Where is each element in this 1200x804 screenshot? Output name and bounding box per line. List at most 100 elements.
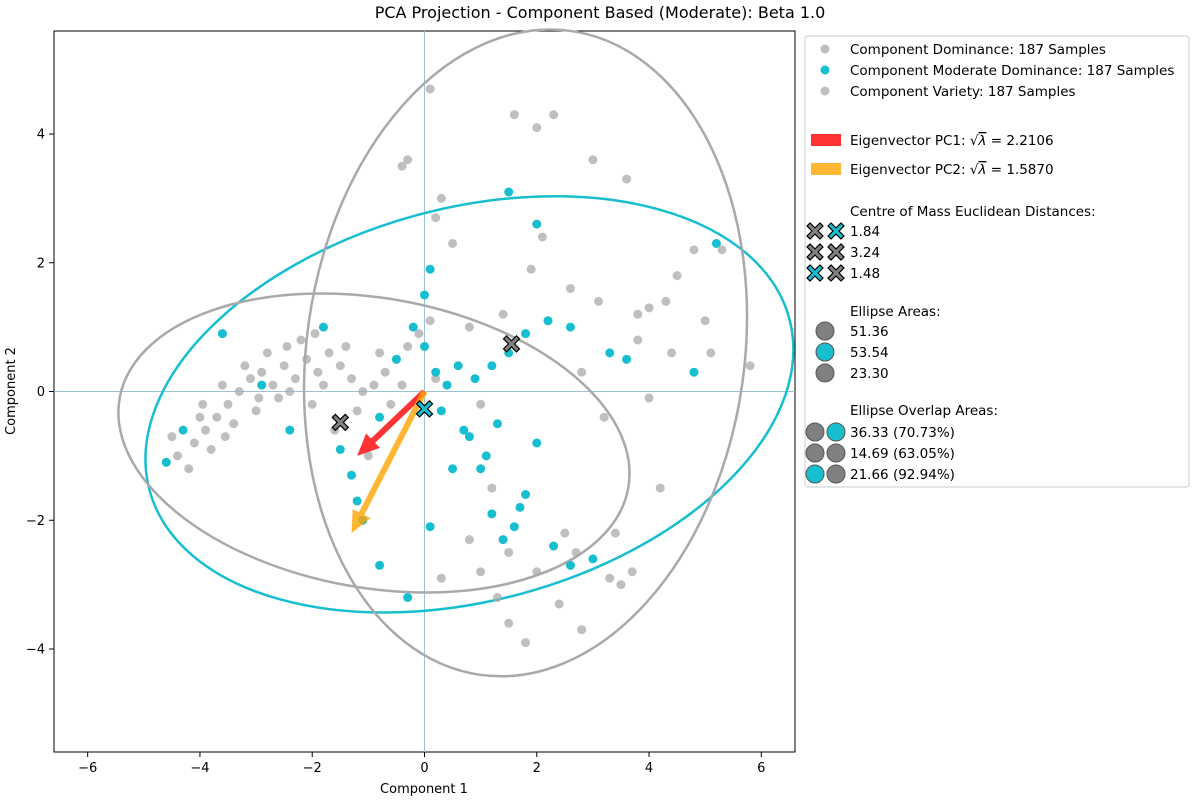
legend-series-marker-1 bbox=[820, 65, 830, 75]
scatter-point-s0-46 bbox=[310, 329, 320, 339]
scatter-point-s1-21 bbox=[521, 490, 531, 499]
scatter-point-s1-13 bbox=[448, 464, 458, 474]
scatter-point-s1-7 bbox=[347, 470, 357, 480]
legend-distance-value-2: 1.48 bbox=[850, 266, 880, 282]
y-ticks: −4 −2 0 2 4 bbox=[26, 128, 54, 658]
scatter-point-s2-4 bbox=[436, 193, 446, 203]
scatter-point-s0-10 bbox=[290, 374, 300, 384]
scatter-point-s1-29 bbox=[711, 238, 721, 248]
legend: Component Dominance: 187 Samples Componen… bbox=[804, 35, 1190, 488]
eigenvector-arrow-1 bbox=[351, 390, 428, 534]
scatter-point-s1-40 bbox=[420, 290, 429, 300]
scatter-point-s1-49 bbox=[515, 502, 525, 512]
eigen-value: = 1.5870 bbox=[986, 162, 1053, 178]
legend-distance-marker-a-1 bbox=[806, 243, 824, 261]
eigenvector-arrow-0 bbox=[357, 389, 427, 456]
scatter-point-s1-31 bbox=[543, 316, 553, 326]
scatter-point-s0-23 bbox=[184, 464, 194, 474]
scatter-point-s2-46 bbox=[498, 309, 508, 319]
x-axis-label: Component 1 bbox=[380, 782, 468, 797]
scatter-point-s2-36 bbox=[464, 535, 474, 545]
scatter-point-s2-11 bbox=[532, 123, 542, 133]
scatter-point-s2-10 bbox=[509, 110, 519, 120]
centre-of-mass-marker-1 bbox=[415, 400, 434, 418]
scatter-point-s1-41 bbox=[425, 264, 435, 274]
scatter-point-s0-33 bbox=[296, 335, 306, 345]
scatter-point-s2-33 bbox=[504, 618, 514, 628]
scatter-point-s1-35 bbox=[470, 374, 480, 384]
scatter-point-s2-23 bbox=[661, 296, 671, 306]
legend-areas-title: Ellipse Areas: bbox=[850, 304, 941, 320]
scatter-point-s1-14 bbox=[453, 361, 463, 371]
lambda-symbol: λ bbox=[977, 133, 986, 149]
legend-eigenvector-label-0: Eigenvector PC1: √λ = 2.2106 bbox=[850, 133, 1054, 149]
scatter-point-s0-12 bbox=[313, 367, 323, 377]
scatter-point-s1-19 bbox=[498, 535, 508, 545]
scatter-point-s1-3 bbox=[257, 380, 267, 390]
scatter-point-s0-49 bbox=[431, 374, 441, 384]
ellipse-1 bbox=[117, 292, 631, 594]
legend-distance-marker-a-0 bbox=[806, 222, 824, 240]
scatter-point-s0-28 bbox=[240, 361, 250, 371]
scatter-point-s1-46 bbox=[436, 406, 446, 416]
scatter-point-s0-37 bbox=[341, 341, 351, 351]
scatter-point-s1-2 bbox=[217, 329, 227, 339]
eigenvectors bbox=[351, 389, 428, 534]
legend-distances-title: Centre of Mass Euclidean Distances: bbox=[850, 204, 1096, 220]
ellipses bbox=[117, 28, 795, 678]
x-tick-label-0: −6 bbox=[78, 761, 97, 776]
scatter-point-s2-22 bbox=[655, 483, 665, 493]
centre-of-mass-marker-0 bbox=[331, 413, 350, 432]
legend-eigenvector-swatch-0 bbox=[811, 134, 841, 146]
chart-title: PCA Projection - Component Based (Modera… bbox=[375, 3, 826, 22]
scatter-point-s2-40 bbox=[616, 580, 626, 590]
scatter-point-s0-13 bbox=[324, 348, 334, 358]
legend-series-label-0: Component Dominance: 187 Samples bbox=[850, 42, 1106, 58]
x-tick-label-4: 2 bbox=[533, 761, 541, 776]
legend-area-value-0: 51.36 bbox=[850, 324, 889, 340]
scatter-point-s1-48 bbox=[481, 451, 491, 461]
legend-distance-marker-b-2 bbox=[827, 264, 845, 282]
legend-overlap-marker-a-1 bbox=[805, 443, 825, 463]
scatter-point-s2-47 bbox=[644, 303, 654, 313]
legend-overlap-marker-b-1 bbox=[826, 443, 846, 463]
legend-series-label-2: Component Variety: 187 Samples bbox=[850, 84, 1076, 100]
scatter-point-s0-8 bbox=[268, 380, 278, 390]
scatter-point-s2-0 bbox=[397, 161, 407, 171]
scatter-point-s2-48 bbox=[633, 335, 643, 345]
scatter-point-s2-2 bbox=[425, 84, 435, 94]
scatter-point-s2-37 bbox=[476, 567, 486, 577]
scatter-point-s2-41 bbox=[605, 573, 615, 583]
scatter-point-s1-24 bbox=[565, 560, 575, 570]
scatter-point-s0-44 bbox=[254, 393, 264, 403]
legend-distance-marker-a-2 bbox=[806, 264, 824, 282]
scatter-point-s0-2 bbox=[201, 425, 211, 435]
scatter-point-s0-17 bbox=[369, 380, 379, 390]
legend-area-value-2: 23.30 bbox=[850, 366, 889, 382]
ellipse-0 bbox=[144, 194, 795, 614]
scatter-point-s2-1 bbox=[403, 155, 413, 165]
legend-frame bbox=[804, 35, 1190, 488]
scatter-point-s0-31 bbox=[274, 393, 284, 403]
scatter-point-s2-17 bbox=[599, 412, 609, 422]
scatter-point-s1-32 bbox=[521, 329, 531, 339]
legend-area-marker-2 bbox=[815, 363, 835, 383]
scatter-point-s2-7 bbox=[476, 399, 486, 409]
scatter-point-s1-16 bbox=[476, 464, 486, 474]
scatter-point-s1-18 bbox=[492, 419, 502, 429]
scatter-point-s0-26 bbox=[217, 380, 227, 390]
scatter-point-s0-39 bbox=[363, 451, 373, 461]
scatter-point-s0-6 bbox=[245, 374, 255, 384]
scatter-point-s0-20 bbox=[403, 341, 413, 351]
scatter-point-s1-1 bbox=[178, 425, 188, 435]
scatter-point-s2-18 bbox=[610, 528, 620, 538]
centre-of-mass-marker-2 bbox=[502, 335, 521, 353]
scatter-point-s0-45 bbox=[282, 341, 292, 351]
legend-overlap-value-2: 21.66 (92.94%) bbox=[850, 467, 955, 483]
scatter-point-s2-24 bbox=[672, 271, 682, 281]
scatter-point-s1-11 bbox=[403, 593, 413, 602]
scatter-point-s0-7 bbox=[257, 367, 267, 377]
scatter-point-s1-37 bbox=[431, 367, 441, 377]
scatter-point-s2-29 bbox=[745, 361, 755, 371]
